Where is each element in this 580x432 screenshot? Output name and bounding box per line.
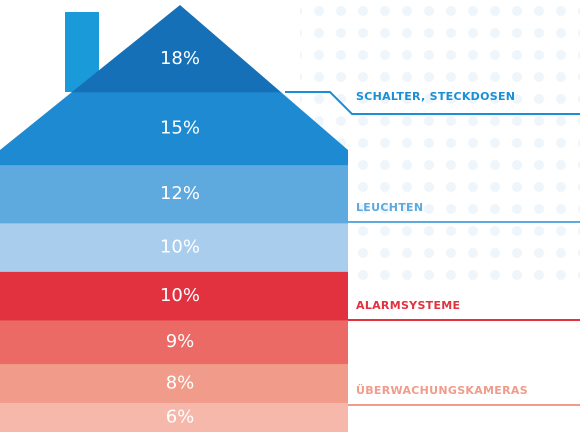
annotation: ÜBERWACHUNGSKAMERAS	[356, 383, 528, 397]
segment-label: 9%	[166, 331, 195, 352]
annotation: LEUCHTEN	[356, 201, 423, 214]
chart: 18% 15% 12% 10% 10% 9% 8% 6% SCHALTER, STECKDOSE…	[0, 0, 580, 432]
segment-label: 15%	[160, 118, 200, 139]
segment-label: 12%	[160, 183, 200, 204]
segment-label: 6%	[166, 406, 195, 427]
segment-label: 18%	[160, 48, 200, 69]
segment-label: 10%	[160, 237, 200, 258]
annotation: ALARMSYSTEME	[356, 299, 460, 312]
segment-label: 8%	[166, 372, 195, 393]
segment-label: 10%	[160, 285, 200, 306]
annotation: SCHALTER, STECKDOSEN	[356, 90, 515, 103]
